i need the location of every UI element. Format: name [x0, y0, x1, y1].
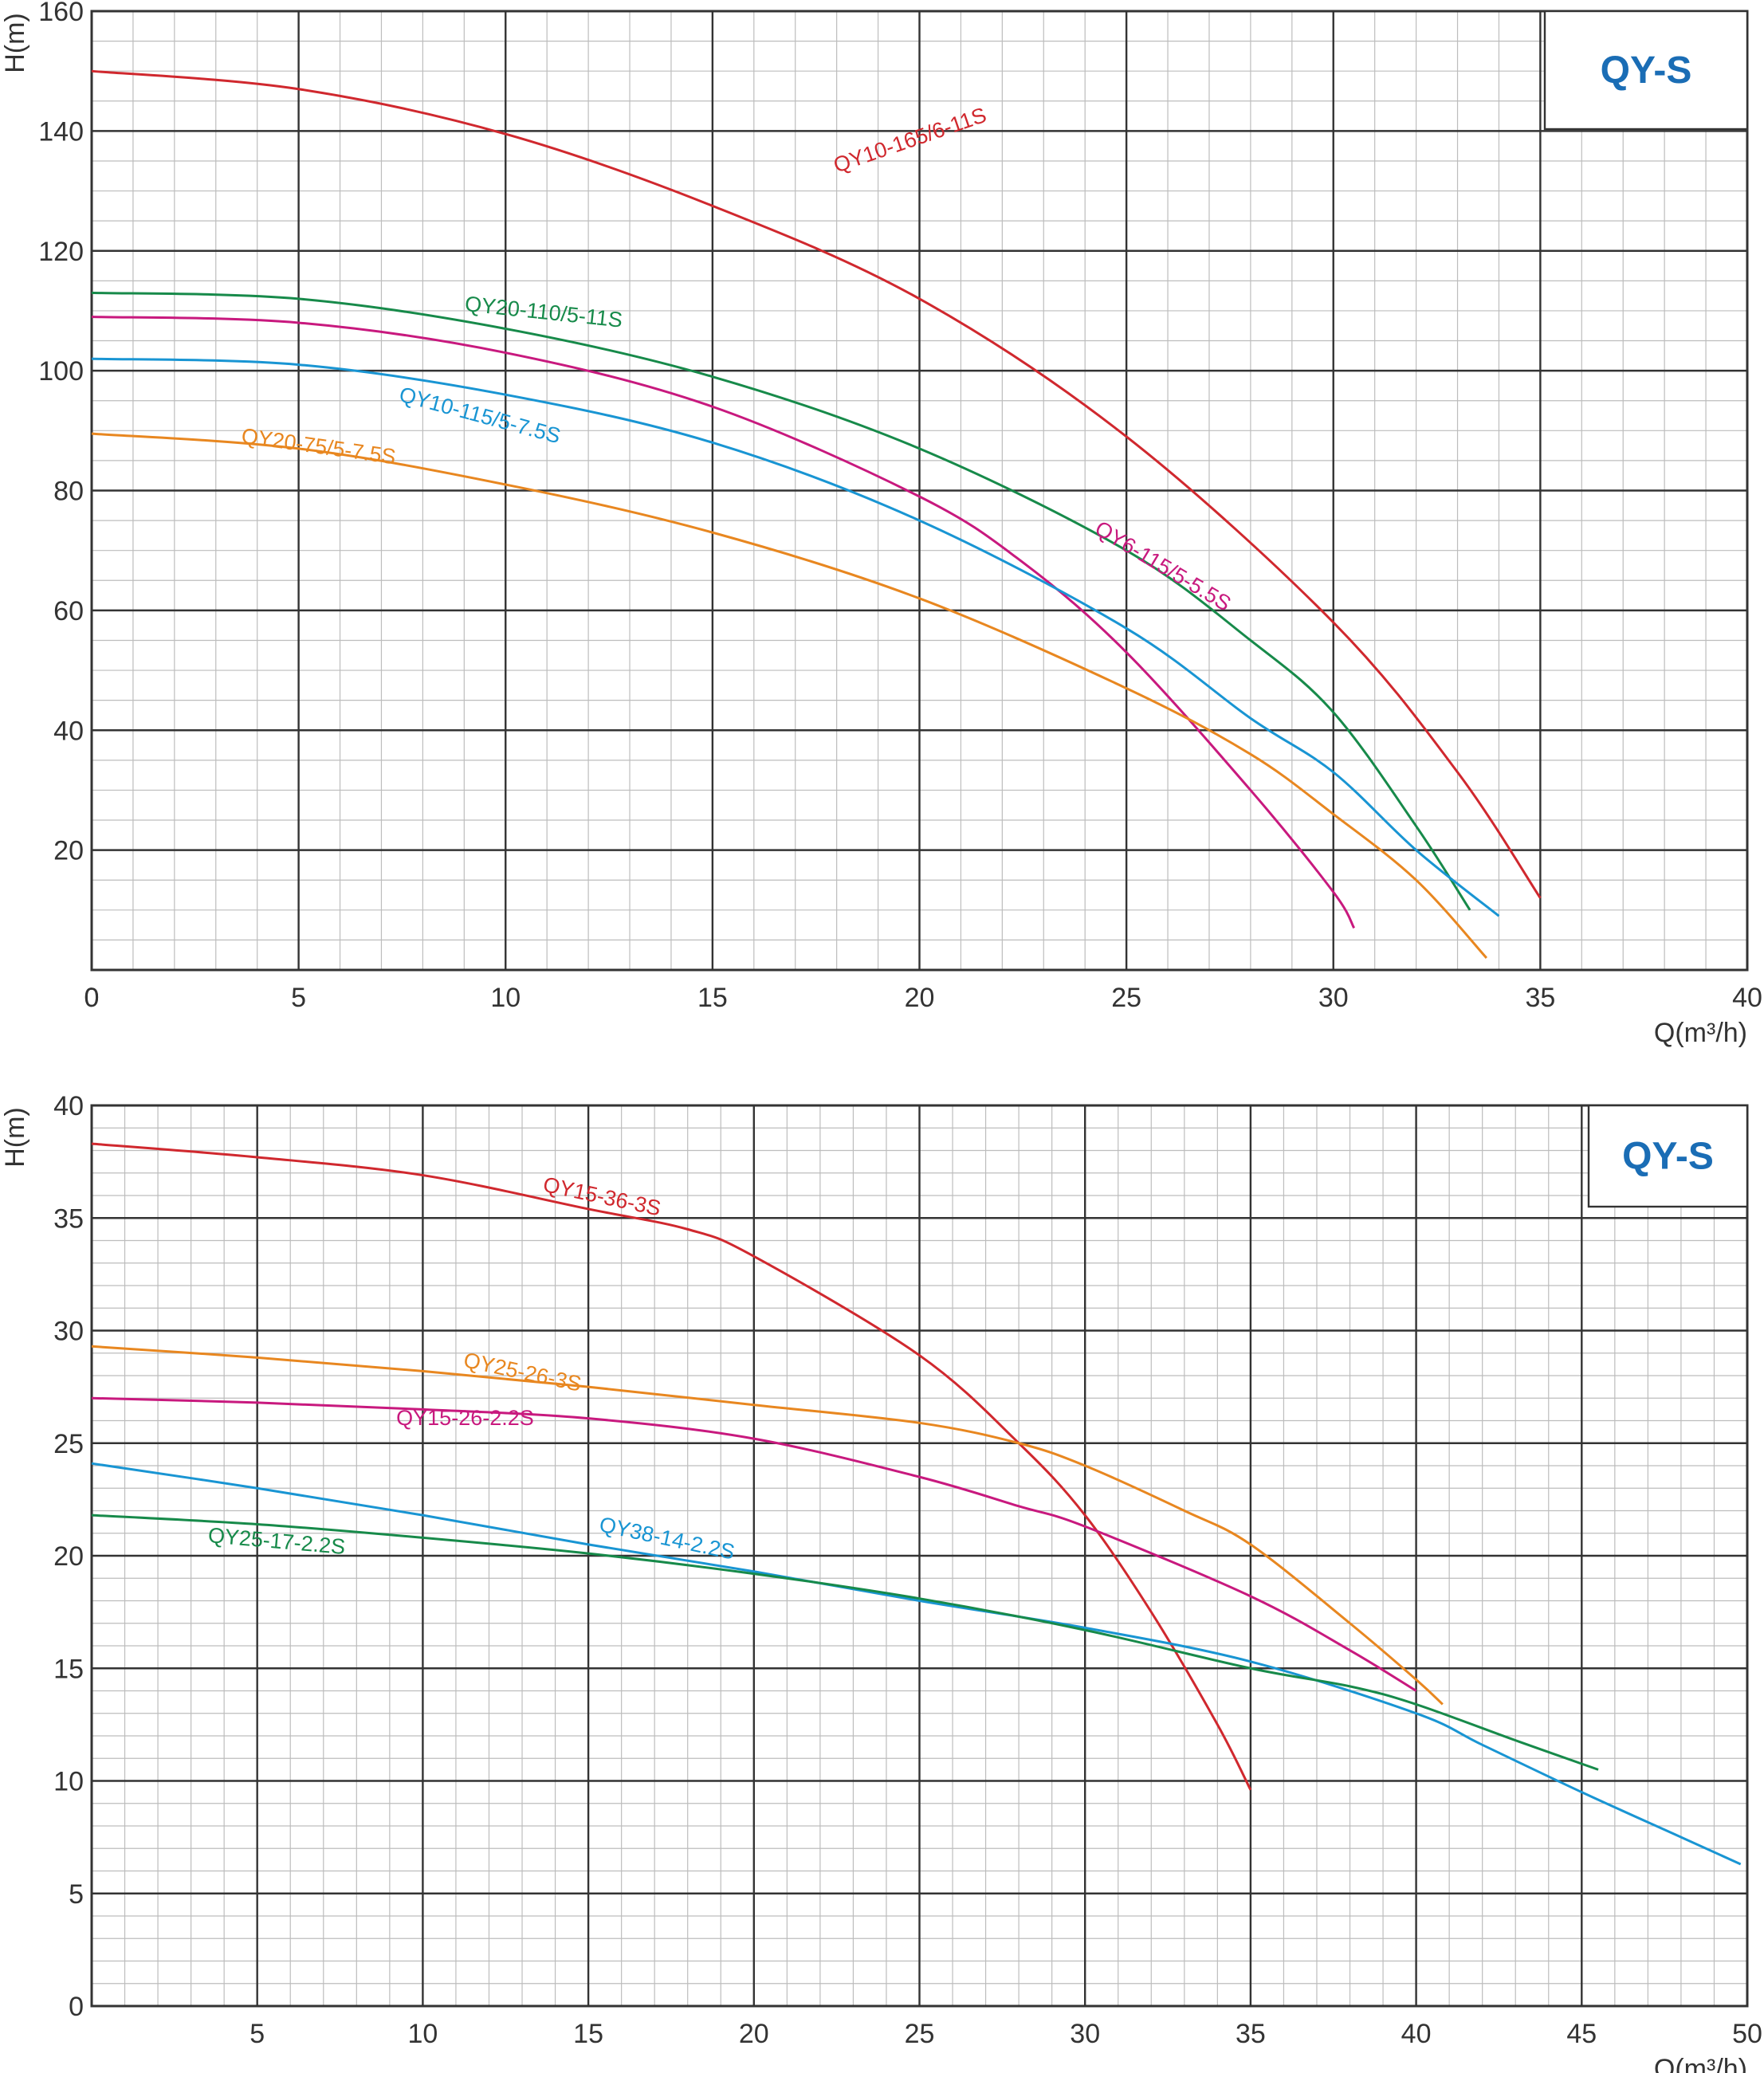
x-tick-label: 20	[905, 983, 935, 1013]
curve-QY38-14-2.2S	[91, 1462, 1742, 1866]
plot-frame	[90, 10, 1749, 972]
title-box	[1587, 1104, 1749, 1208]
curve-label: QY15-26-2.2S	[396, 1406, 534, 1430]
x-tick-label: 5	[249, 2019, 265, 2049]
y-tick-label: 0	[69, 1992, 84, 2022]
y-tick-label: 20	[53, 836, 84, 866]
y-tick-label: 80	[53, 477, 84, 507]
y-tick-label: 30	[53, 1317, 84, 1347]
x-tick-label: 5	[291, 983, 306, 1013]
x-tick-label: 0	[84, 983, 100, 1013]
y-tick-label: 5	[69, 1879, 84, 1910]
y-tick-label: 10	[53, 1767, 84, 1797]
x-tick-label: 15	[573, 2019, 603, 2049]
chart-2: QY-S5 10 15 20 25 30 35 40 45 500510152025303540Q…	[0, 1091, 1762, 2073]
x-tick-label: 30	[1070, 2019, 1100, 2049]
x-tick-label: 35	[1525, 983, 1555, 1013]
curve-QY20-75/5-7.5S	[91, 432, 1487, 959]
chart-title: QY-S	[1622, 1136, 1714, 1178]
curve-QY15-26-2.2S	[91, 1396, 1417, 1692]
y-tick-label: 15	[53, 1654, 84, 1684]
y-axis-title: H(m)	[0, 1107, 30, 1168]
x-tick-label: 0	[84, 983, 100, 1013]
x-tick-label: 20	[739, 2019, 769, 2049]
title-box	[1543, 10, 1749, 131]
y-tick-label: 25	[53, 1429, 84, 1459]
x-tick-label: 25	[905, 2019, 935, 2049]
x-tick-label: 40	[1732, 983, 1762, 1013]
y-tick-label: 60	[53, 596, 84, 626]
curve-QY15-36-3S	[91, 1142, 1252, 1791]
chart-1: QY-S0 5 10 15 20 25 30 35 4002040608010012014016…	[0, 0, 1762, 1048]
x-tick-label: 40	[1401, 2019, 1432, 2049]
y-tick-label: 120	[38, 237, 84, 267]
y-tick-label: 40	[53, 1091, 84, 1121]
curve-QY20-110/5-11S	[91, 291, 1471, 911]
x-tick-labels: 0 5 10 15 20 25 30 35 400	[84, 983, 1762, 1013]
curve-label: QY6-115/5-5.5S	[1090, 516, 1235, 616]
y-tick-labels: 0 5 10 15 20 25 30 35 40	[53, 1091, 84, 2022]
y-tick-label: 35	[53, 1203, 84, 1234]
curves: QY10-165/6-11SQY20-110/5-11SQY6-115/5-5.…	[91, 69, 1542, 959]
curve-label: QY15-36-3S	[541, 1172, 663, 1221]
y-tick-labels: 20 40 60 80 100 120 140 160	[38, 0, 84, 866]
y-tick-label: 20	[53, 1541, 84, 1572]
curve-QY10-165/6-11S	[91, 69, 1542, 899]
y-tick-label: 100	[38, 356, 84, 387]
x-tick-label: 35	[1236, 2019, 1266, 2049]
plot-frame	[90, 1104, 1749, 2008]
curve-QY25-17-2.2S	[91, 1514, 1599, 1771]
x-tick-label: 30	[1318, 983, 1349, 1013]
x-tick-label: 10	[490, 983, 521, 1013]
curve-QY10-115/5-7.5S	[91, 357, 1500, 917]
chart-title: QY-S	[1601, 49, 1692, 92]
x-tick-label: 10	[407, 2019, 438, 2049]
x-tick-label: 15	[697, 983, 728, 1013]
x-tick-label: 25	[1111, 983, 1141, 1013]
curve-label: QY10-115/5-7.5S	[397, 383, 564, 449]
y-tick-label: 160	[38, 0, 84, 27]
curve-label: QY10-165/6-11S	[831, 103, 989, 178]
y-axis-title: H(m)	[0, 13, 30, 73]
x-axis-title: Q(m³/h)	[1654, 2054, 1747, 2073]
x-tick-label: 45	[1566, 2019, 1597, 2049]
y-tick-label: 40	[53, 716, 84, 746]
x-tick-labels: 5 10 15 20 25 30 35 40 45 50	[249, 2019, 1762, 2049]
curves: QY15-36-3SQY25-26-3SQY15-26-2.2SQY38-14-…	[91, 1142, 1742, 1866]
x-axis-title: Q(m³/h)	[1654, 1018, 1747, 1048]
curve-QY6-115/5-5.5S	[91, 315, 1356, 929]
y-tick-label: 140	[38, 116, 84, 147]
x-tick-label: 50	[1732, 2019, 1762, 2049]
curve-QY25-26-3S	[91, 1345, 1444, 1706]
